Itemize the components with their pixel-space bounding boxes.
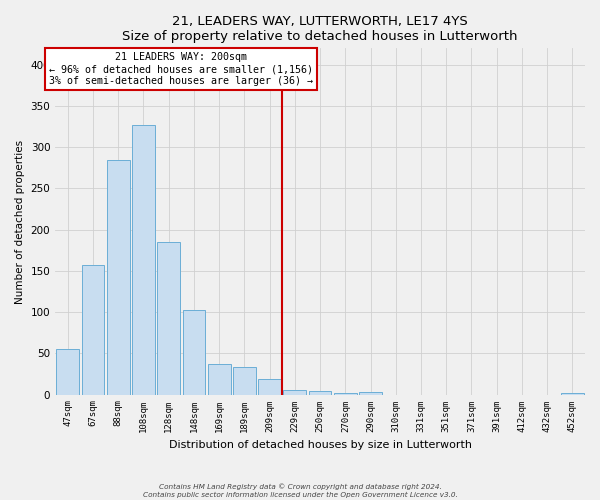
Title: 21, LEADERS WAY, LUTTERWORTH, LE17 4YS
Size of property relative to detached hou: 21, LEADERS WAY, LUTTERWORTH, LE17 4YS S… — [122, 15, 518, 43]
X-axis label: Distribution of detached houses by size in Lutterworth: Distribution of detached houses by size … — [169, 440, 472, 450]
Bar — [107, 160, 130, 394]
Bar — [283, 390, 306, 394]
Y-axis label: Number of detached properties: Number of detached properties — [15, 140, 25, 304]
Bar — [82, 265, 104, 394]
Bar — [309, 392, 331, 394]
Bar — [132, 125, 155, 394]
Bar — [359, 392, 382, 394]
Text: 21 LEADERS WAY: 200sqm
← 96% of detached houses are smaller (1,156)
3% of semi-d: 21 LEADERS WAY: 200sqm ← 96% of detached… — [49, 52, 313, 86]
Bar — [157, 242, 180, 394]
Bar — [182, 310, 205, 394]
Text: Contains HM Land Registry data © Crown copyright and database right 2024.
Contai: Contains HM Land Registry data © Crown c… — [143, 484, 457, 498]
Bar — [258, 379, 281, 394]
Bar — [208, 364, 230, 394]
Bar — [233, 368, 256, 394]
Bar — [334, 393, 356, 394]
Bar — [561, 393, 584, 394]
Bar — [56, 349, 79, 395]
